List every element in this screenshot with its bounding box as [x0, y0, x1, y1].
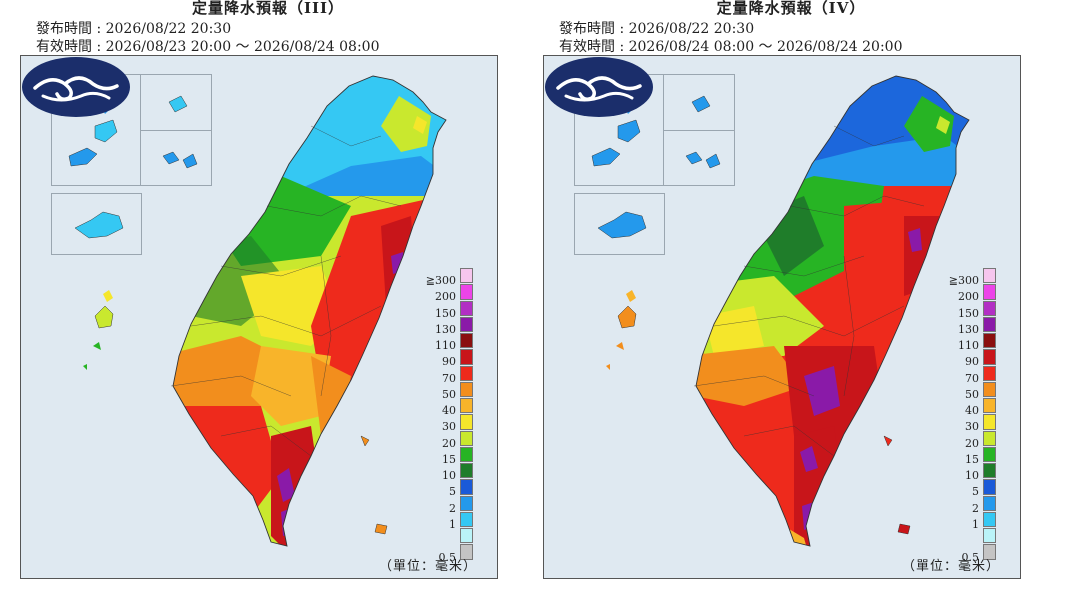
legend-label: ≧300: [425, 274, 456, 287]
county-borders: [170, 125, 402, 457]
county-borders: [693, 125, 925, 457]
panel-title: 定量降水預報（IV）: [716, 0, 866, 17]
precip-legend: ≧300 200 150 130 110 90 70 50 40 30 20 1…: [949, 268, 1019, 564]
legend-label: 1: [972, 517, 979, 531]
legend-label: 10: [965, 469, 979, 482]
penghu-islands: [606, 290, 637, 370]
cwa-cloud-logo-icon: [22, 57, 130, 117]
cwa-cloud-logo-icon: [545, 57, 653, 117]
taiwan-outline: [695, 75, 970, 547]
orchid-island: [374, 523, 388, 535]
green-island: [360, 435, 370, 447]
legend-label: ≧300: [948, 274, 979, 287]
legend-label: 15: [965, 452, 979, 466]
legend-label: 40: [442, 404, 456, 417]
legend-label: 10: [442, 469, 456, 482]
legend-label: 90: [965, 355, 979, 369]
legend-label: 130: [958, 322, 979, 336]
legend-label: 2: [449, 501, 456, 515]
legend-label: 5: [972, 485, 979, 499]
legend-label: 200: [958, 290, 979, 304]
legend-label: 70: [965, 371, 979, 385]
legend-label: 110: [958, 339, 979, 352]
legend-label: 40: [965, 404, 979, 417]
legend-label: 200: [435, 290, 456, 304]
forecast-panel-iii: 定量降水預報（III） 發布時間 : 2026/08/22 20:30 有效時間…: [18, 0, 518, 590]
legend-label-min: 0.5: [961, 551, 980, 565]
precip-legend: ≧300 200 150 130 110 90 70 50 40 30 20 1…: [426, 268, 496, 564]
legend-label: 2: [972, 501, 979, 515]
orchid-island: [897, 523, 911, 535]
legend-label: 50: [965, 387, 979, 401]
legend-label: 20: [442, 436, 456, 450]
legend-label: 30: [965, 420, 979, 434]
legend-label: 20: [965, 436, 979, 450]
legend-label: 50: [442, 387, 456, 401]
unit-label: （單位：毫米）: [378, 559, 477, 574]
valid-time: 有效時間 : 2026/08/24 08:00 ～ 2026/08/24 20:…: [559, 39, 903, 55]
legend-label: 130: [435, 322, 456, 336]
legend-label: 5: [449, 485, 456, 499]
legend-label: 1: [449, 517, 456, 531]
legend-label: 70: [442, 371, 456, 385]
issue-time: 發布時間 : 2026/08/22 20:30: [36, 21, 232, 37]
legend-label: 150: [958, 306, 979, 320]
rainfall-map: [591, 75, 970, 547]
legend-label: 110: [435, 339, 456, 352]
legend-label: 30: [442, 420, 456, 434]
map-frame: ≧300 200 150 130 110 90 70 50 40 30 20 1…: [543, 55, 1021, 579]
map-frame: ≧300 200 150 130 110 90 70 50 40 30 20 1…: [20, 55, 498, 579]
taiwan-outline: [172, 75, 447, 547]
matsu-islands: [591, 95, 721, 239]
forecast-panel-iv: 定量降水預報（IV） 發布時間 : 2026/08/22 20:30 有效時間 …: [541, 0, 1041, 590]
valid-time: 有效時間 : 2026/08/23 20:00 ～ 2026/08/24 08:…: [36, 39, 380, 55]
legend-label: 15: [442, 452, 456, 466]
unit-label: （單位：毫米）: [901, 559, 1000, 574]
penghu-islands: [83, 290, 114, 370]
legend-label-min: 0.5: [438, 551, 457, 565]
legend-label: 90: [442, 355, 456, 369]
legend-label: 150: [435, 306, 456, 320]
green-island: [883, 435, 893, 447]
rainfall-map: [68, 75, 447, 547]
panel-title: 定量降水預報（III）: [191, 0, 345, 17]
issue-time: 發布時間 : 2026/08/22 20:30: [559, 21, 755, 37]
